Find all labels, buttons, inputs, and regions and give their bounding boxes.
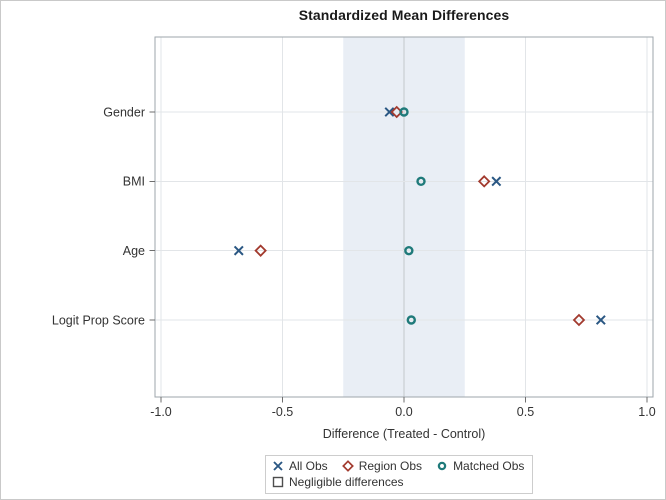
square-marker-icon xyxy=(272,476,284,488)
marker-all-obs xyxy=(233,245,244,256)
circle-marker-icon xyxy=(437,461,447,471)
legend-label-negligible: Negligible differences xyxy=(289,475,404,489)
x-tick-label: -0.5 xyxy=(272,405,294,419)
x-tick-label: 0.0 xyxy=(395,405,412,419)
marker-region-obs xyxy=(572,313,586,327)
marker-all-obs xyxy=(384,107,395,117)
legend-item-matched-obs: Matched Obs xyxy=(436,458,524,474)
legend-item-all-obs: All Obs xyxy=(272,458,328,474)
marker-matched-obs xyxy=(404,245,414,256)
legend-item-negligible: Negligible differences xyxy=(272,474,404,490)
legend-row-band: Negligible differences xyxy=(272,474,524,490)
legend: All Obs Region Obs Matched Obs Neglig xyxy=(265,455,534,494)
y-category-label: Logit Prop Score xyxy=(52,313,145,327)
marker-region-obs xyxy=(477,175,491,188)
y-category-label: Gender xyxy=(103,105,145,119)
chart-title: Standardized Mean Differences xyxy=(298,7,510,23)
marker-matched-obs xyxy=(416,176,426,187)
legend-item-region-obs: Region Obs xyxy=(341,458,423,474)
marker-all-obs xyxy=(595,315,606,325)
legend-label-matched-obs: Matched Obs xyxy=(453,459,525,473)
y-category-label: Age xyxy=(123,244,145,258)
legend-row-series: All Obs Region Obs Matched Obs xyxy=(272,458,524,474)
x-tick-label: 1.0 xyxy=(638,405,655,419)
y-category-label: BMI xyxy=(123,175,145,189)
marker-matched-obs xyxy=(406,315,416,325)
marker-region-obs xyxy=(254,244,267,257)
x-tick-label: -1.0 xyxy=(150,405,172,419)
legend-label-all-obs: All Obs xyxy=(289,459,328,473)
x-marker-icon xyxy=(273,461,283,471)
diamond-marker-icon xyxy=(341,460,354,472)
marker-matched-obs xyxy=(399,107,409,117)
x-axis-title: Difference (Treated - Control) xyxy=(322,427,486,441)
marker-all-obs xyxy=(491,176,502,187)
x-tick-label: 0.5 xyxy=(517,405,534,419)
legend-label-region-obs: Region Obs xyxy=(358,459,423,473)
